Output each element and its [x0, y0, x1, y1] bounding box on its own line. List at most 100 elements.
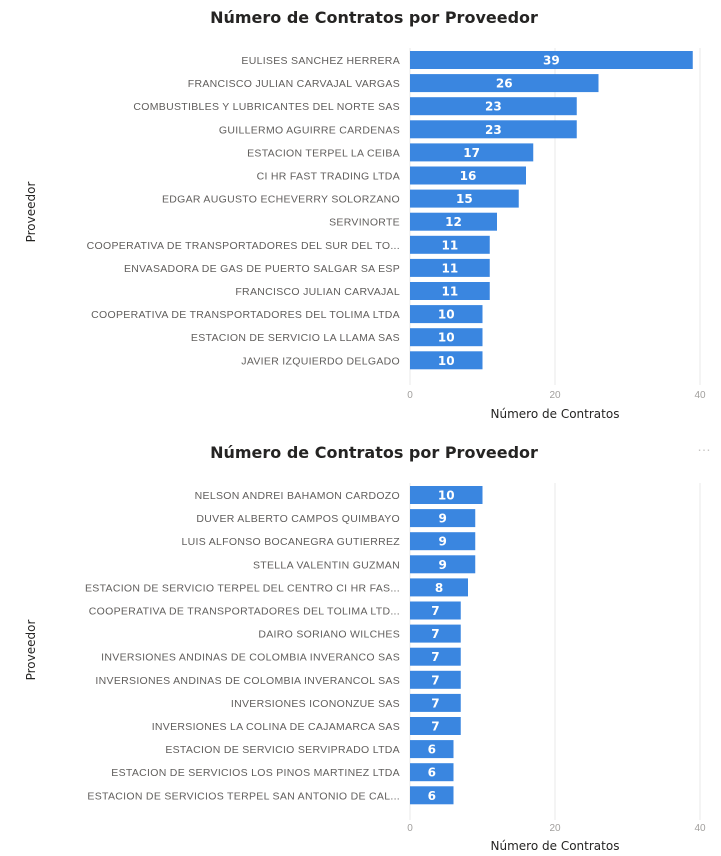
x-tick-label: 40: [694, 390, 706, 401]
category-label: FRANCISCO JULIAN CARVAJAL VARGAS: [188, 78, 400, 90]
data-label: 26: [496, 77, 513, 91]
bar[interactable]: [410, 509, 476, 528]
data-label: 10: [438, 354, 455, 368]
data-label: 7: [431, 696, 439, 710]
data-label: 7: [431, 673, 439, 687]
x-tick-label: 40: [694, 823, 706, 834]
bar[interactable]: [410, 143, 534, 162]
more-options-icon[interactable]: …: [697, 438, 711, 454]
category-label: ESTACION DE SERVICIOS TERPEL SAN ANTONIO…: [87, 790, 400, 802]
chart-title: Número de Contratos por Proveedor: [210, 8, 538, 27]
category-label: LUIS ALFONSO BOCANEGRA GUTIERREZ: [182, 536, 401, 548]
category-label: EDGAR AUGUSTO ECHEVERRY SOLORZANO: [162, 194, 400, 206]
bar[interactable]: [410, 305, 483, 324]
chart-title: Número de Contratos por Proveedor: [210, 443, 538, 462]
data-label: 9: [438, 512, 446, 526]
x-tick-label: 0: [407, 390, 413, 401]
bar[interactable]: [410, 717, 461, 735]
data-label: 7: [431, 604, 439, 618]
data-label: 23: [485, 123, 502, 137]
bar[interactable]: [410, 670, 461, 689]
category-label: JAVIER IZQUIERDO DELGADO: [241, 355, 400, 367]
bar[interactable]: [410, 212, 497, 231]
bar[interactable]: [410, 51, 693, 69]
bar[interactable]: [410, 555, 476, 574]
bar[interactable]: [410, 235, 490, 254]
data-label: 11: [442, 238, 459, 252]
x-axis-title: Número de Contratos: [491, 407, 620, 421]
chart-panel-top: Número de Contratos por Proveedor EULISES…: [24, 8, 706, 421]
bar[interactable]: [410, 624, 461, 643]
y-axis-title: Proveedor: [24, 620, 38, 681]
category-label: SERVINORTE: [329, 217, 400, 229]
category-label: DUVER ALBERTO CAMPOS QUIMBAYO: [196, 513, 400, 525]
bar-chart-top: Número de Contratos por Proveedor EULISES…: [24, 8, 706, 421]
category-label: ENVASADORA DE GAS DE PUERTO SALGAR SA ES…: [124, 263, 400, 275]
x-tick-label: 0: [407, 823, 413, 834]
bar[interactable]: [410, 351, 483, 370]
bar[interactable]: [410, 601, 461, 620]
bar[interactable]: [410, 532, 476, 551]
bar[interactable]: [410, 120, 577, 139]
bar[interactable]: [410, 647, 461, 666]
bar[interactable]: [410, 97, 577, 116]
x-tick-label: 20: [549, 390, 561, 401]
category-label: COMBUSTIBLES Y LUBRICANTES DEL NORTE SAS: [133, 101, 400, 113]
bar[interactable]: [410, 258, 490, 277]
bar[interactable]: [410, 189, 519, 208]
x-tick-label: 20: [549, 823, 561, 834]
category-label: ESTACION DE SERVICIO SERVIPRADO LTDA: [165, 744, 400, 756]
bar[interactable]: [410, 578, 468, 597]
bar[interactable]: [410, 786, 454, 805]
data-label: 10: [438, 331, 455, 345]
bar[interactable]: [410, 763, 454, 782]
data-label: 15: [456, 192, 473, 206]
category-label: INVERSIONES ANDINAS DE COLOMBIA INVERANC…: [101, 652, 400, 664]
category-label: COOPERATIVA DE TRANSPORTADORES DEL TOLIM…: [89, 606, 400, 618]
data-label: 9: [438, 535, 446, 549]
category-label: NELSON ANDREI BAHAMON CARDOZO: [195, 490, 400, 502]
bar[interactable]: [410, 282, 490, 300]
data-label: 11: [442, 261, 459, 275]
category-label: DAIRO SORIANO WILCHES: [258, 629, 400, 641]
data-label: 6: [428, 766, 436, 780]
data-label: 12: [445, 215, 462, 229]
category-label: ESTACION DE SERVICIO LA LLAMA SAS: [191, 332, 400, 344]
x-axis-title: Número de Contratos: [491, 839, 620, 853]
category-label: COOPERATIVA DE TRANSPORTADORES DEL SUR D…: [87, 240, 400, 252]
data-label: 23: [485, 100, 502, 114]
category-label: COOPERATIVA DE TRANSPORTADORES DEL TOLIM…: [91, 309, 400, 321]
category-label: EULISES SANCHEZ HERRERA: [241, 55, 400, 67]
bar-chart-bottom: Número de Contratos por Proveedor NELSON …: [24, 443, 706, 853]
data-label: 17: [463, 146, 480, 160]
data-label: 9: [438, 558, 446, 572]
data-label: 6: [428, 789, 436, 803]
category-label: ESTACION TERPEL LA CEIBA: [247, 147, 400, 159]
data-label: 6: [428, 743, 436, 757]
bar[interactable]: [410, 74, 599, 93]
y-axis-title: Proveedor: [24, 182, 38, 243]
category-label: ESTACION DE SERVICIOS LOS PINOS MARTINEZ…: [111, 767, 400, 779]
category-label: FRANCISCO JULIAN CARVAJAL: [235, 286, 400, 298]
category-label: INVERSIONES ANDINAS DE COLOMBIA INVERANC…: [95, 675, 400, 687]
category-label: INVERSIONES LA COLINA DE CAJAMARCA SAS: [152, 721, 400, 733]
category-label: ESTACION DE SERVICIO TERPEL DEL CENTRO C…: [85, 582, 400, 594]
category-label: CI HR FAST TRADING LTDA: [257, 171, 400, 183]
data-label: 10: [438, 308, 455, 322]
category-label: INVERSIONES ICONONZUE SAS: [231, 698, 400, 710]
data-label: 7: [431, 650, 439, 664]
data-label: 11: [442, 285, 459, 299]
data-label: 7: [431, 720, 439, 734]
data-label: 8: [435, 581, 443, 595]
data-label: 16: [460, 169, 477, 183]
chart-panel-bottom: Número de Contratos por Proveedor NELSON …: [0, 428, 721, 856]
data-label: 7: [431, 627, 439, 641]
data-label: 10: [438, 489, 455, 503]
bar[interactable]: [410, 328, 483, 347]
category-label: GUILLERMO AGUIRRE CARDENAS: [219, 124, 400, 136]
bar[interactable]: [410, 166, 526, 185]
bar[interactable]: [410, 693, 461, 712]
bar[interactable]: [410, 740, 454, 759]
bar[interactable]: [410, 486, 483, 504]
data-label: 39: [543, 54, 560, 68]
